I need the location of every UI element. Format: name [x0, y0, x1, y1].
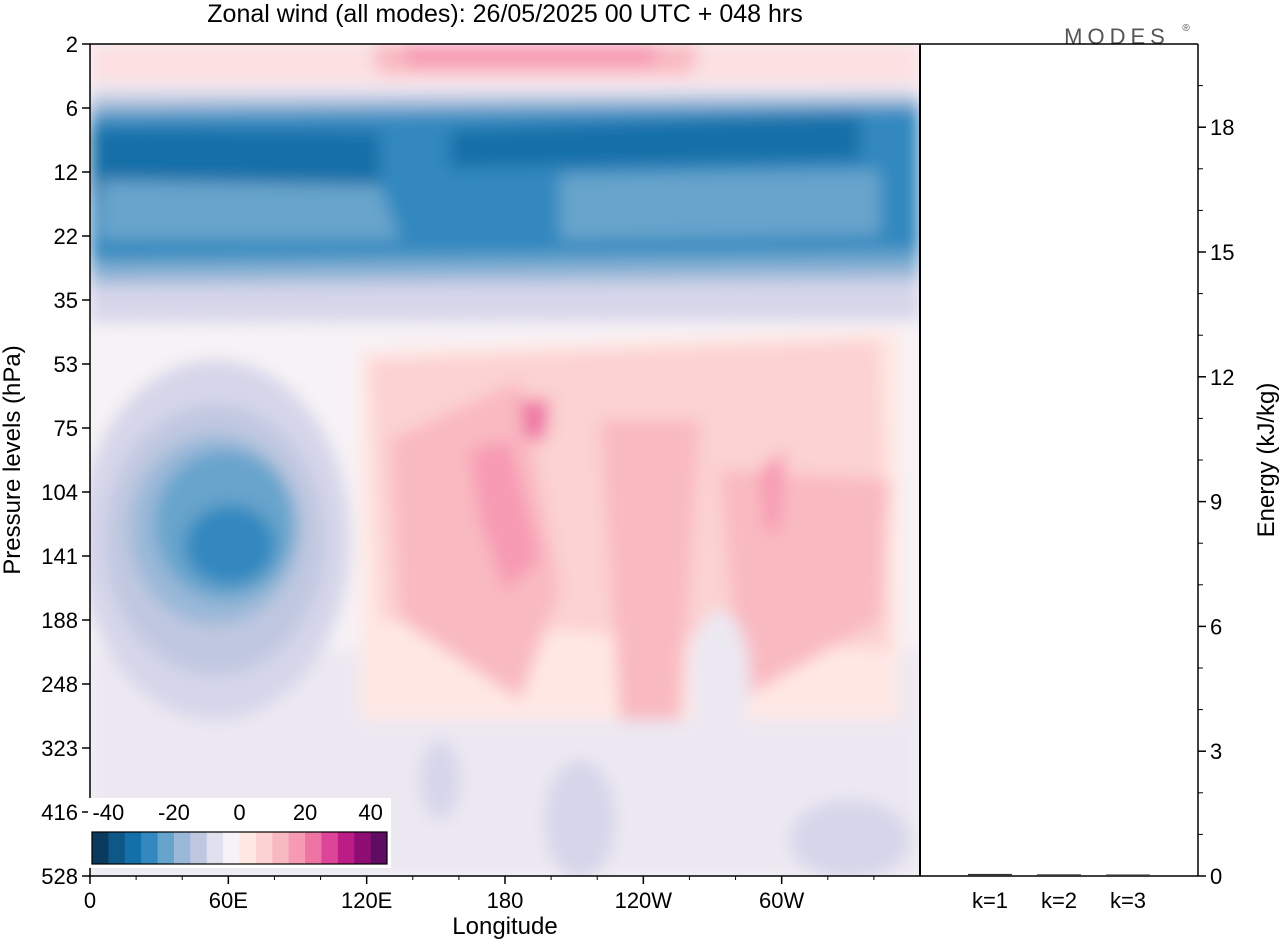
colorbar-frame	[91, 831, 388, 865]
energy-tick-label: 15	[1210, 240, 1234, 265]
x-axis-label: Longitude	[452, 913, 557, 940]
colorbar-tick-label: -20	[158, 800, 190, 825]
y-tick-label: 35	[54, 288, 78, 313]
x-tick-label: 60E	[209, 888, 248, 913]
colorbar: -40 -20 0 20 40	[88, 798, 391, 868]
energy-tick-label: 0	[1210, 864, 1222, 889]
energy-tick-label: 6	[1210, 614, 1222, 639]
colorbar-swatch	[190, 832, 208, 864]
colorbar-tick-label: 0	[233, 800, 245, 825]
energy-category-label: k=2	[1041, 888, 1077, 913]
colorbar-swatch	[255, 832, 273, 864]
y-tick-label: 22	[54, 224, 78, 249]
energy-tick-label: 18	[1210, 115, 1234, 140]
colorbar-swatch	[354, 832, 372, 864]
y-axis-ticks: 2 6 12 22 35 53 75 104 141 188 248 323 416 528	[41, 32, 90, 889]
y-tick-label: 248	[41, 672, 78, 697]
energy-category-label: k=1	[972, 888, 1008, 913]
x-tick-label: 60W	[759, 888, 804, 913]
colorbar-swatch	[337, 832, 355, 864]
energy-bars: k=1 k=2 k=3	[968, 873, 1150, 913]
colorbar-swatch	[272, 832, 290, 864]
x-axis-ticks: 0 60E 120E 180 120W 60W	[84, 876, 875, 913]
colorbar-swatch	[305, 832, 322, 864]
y-tick-label: 75	[54, 416, 78, 441]
colorbar-tick-label: 20	[293, 800, 317, 825]
y-tick-label: 528	[41, 864, 78, 889]
x-tick-label: 180	[487, 888, 524, 913]
energy-bar	[1106, 874, 1150, 876]
colorbar-swatch	[321, 832, 339, 864]
colorbar-tick-label: 40	[358, 800, 382, 825]
colorbar-swatch	[108, 832, 126, 864]
brand-registered-mark: ®	[1182, 23, 1190, 34]
colorbar-swatch	[370, 832, 388, 864]
energy-tick-label: 12	[1210, 365, 1234, 390]
energy-tick-label: 3	[1210, 739, 1222, 764]
energy-panel	[920, 44, 1198, 876]
y-tick-label: 104	[41, 480, 78, 505]
energy-category-label: k=3	[1110, 888, 1146, 913]
y-tick-label: 53	[54, 352, 78, 377]
colorbar-swatch	[239, 832, 257, 864]
colorbar-swatch	[92, 832, 109, 864]
contour-field	[90, 44, 920, 876]
colorbar-swatch	[124, 832, 142, 864]
colorbar-swatch	[223, 832, 240, 864]
colorbar-swatch	[288, 832, 306, 864]
y-tick-label: 6	[66, 96, 78, 121]
colorbar-swatch	[173, 832, 191, 864]
energy-bar	[1037, 874, 1081, 876]
energy-bar	[968, 873, 1012, 876]
y-tick-label: 141	[41, 544, 78, 569]
colorbar-tick-label: -40	[92, 800, 124, 825]
x-tick-label: 0	[84, 888, 96, 913]
energy-axis-label: Energy (kJ/kg)	[1253, 383, 1280, 538]
y-tick-label: 323	[41, 736, 78, 761]
colorbar-swatch	[206, 832, 224, 864]
y-tick-label: 188	[41, 608, 78, 633]
colorbar-swatch	[157, 832, 175, 864]
x-tick-label: 120E	[341, 888, 392, 913]
chart-title: Zonal wind (all modes): 26/05/2025 00 UT…	[207, 0, 802, 28]
y-tick-label: 12	[54, 160, 78, 185]
x-tick-label: 120W	[615, 888, 673, 913]
y-axis-label: Pressure levels (hPa)	[0, 345, 26, 574]
energy-tick-label: 9	[1210, 490, 1222, 515]
colorbar-swatch	[141, 832, 159, 864]
y-tick-label: 416	[41, 800, 78, 825]
energy-axis-ticks: 0 3 6 9 12 15 18	[1198, 85, 1234, 889]
y-tick-label: 2	[66, 32, 78, 57]
